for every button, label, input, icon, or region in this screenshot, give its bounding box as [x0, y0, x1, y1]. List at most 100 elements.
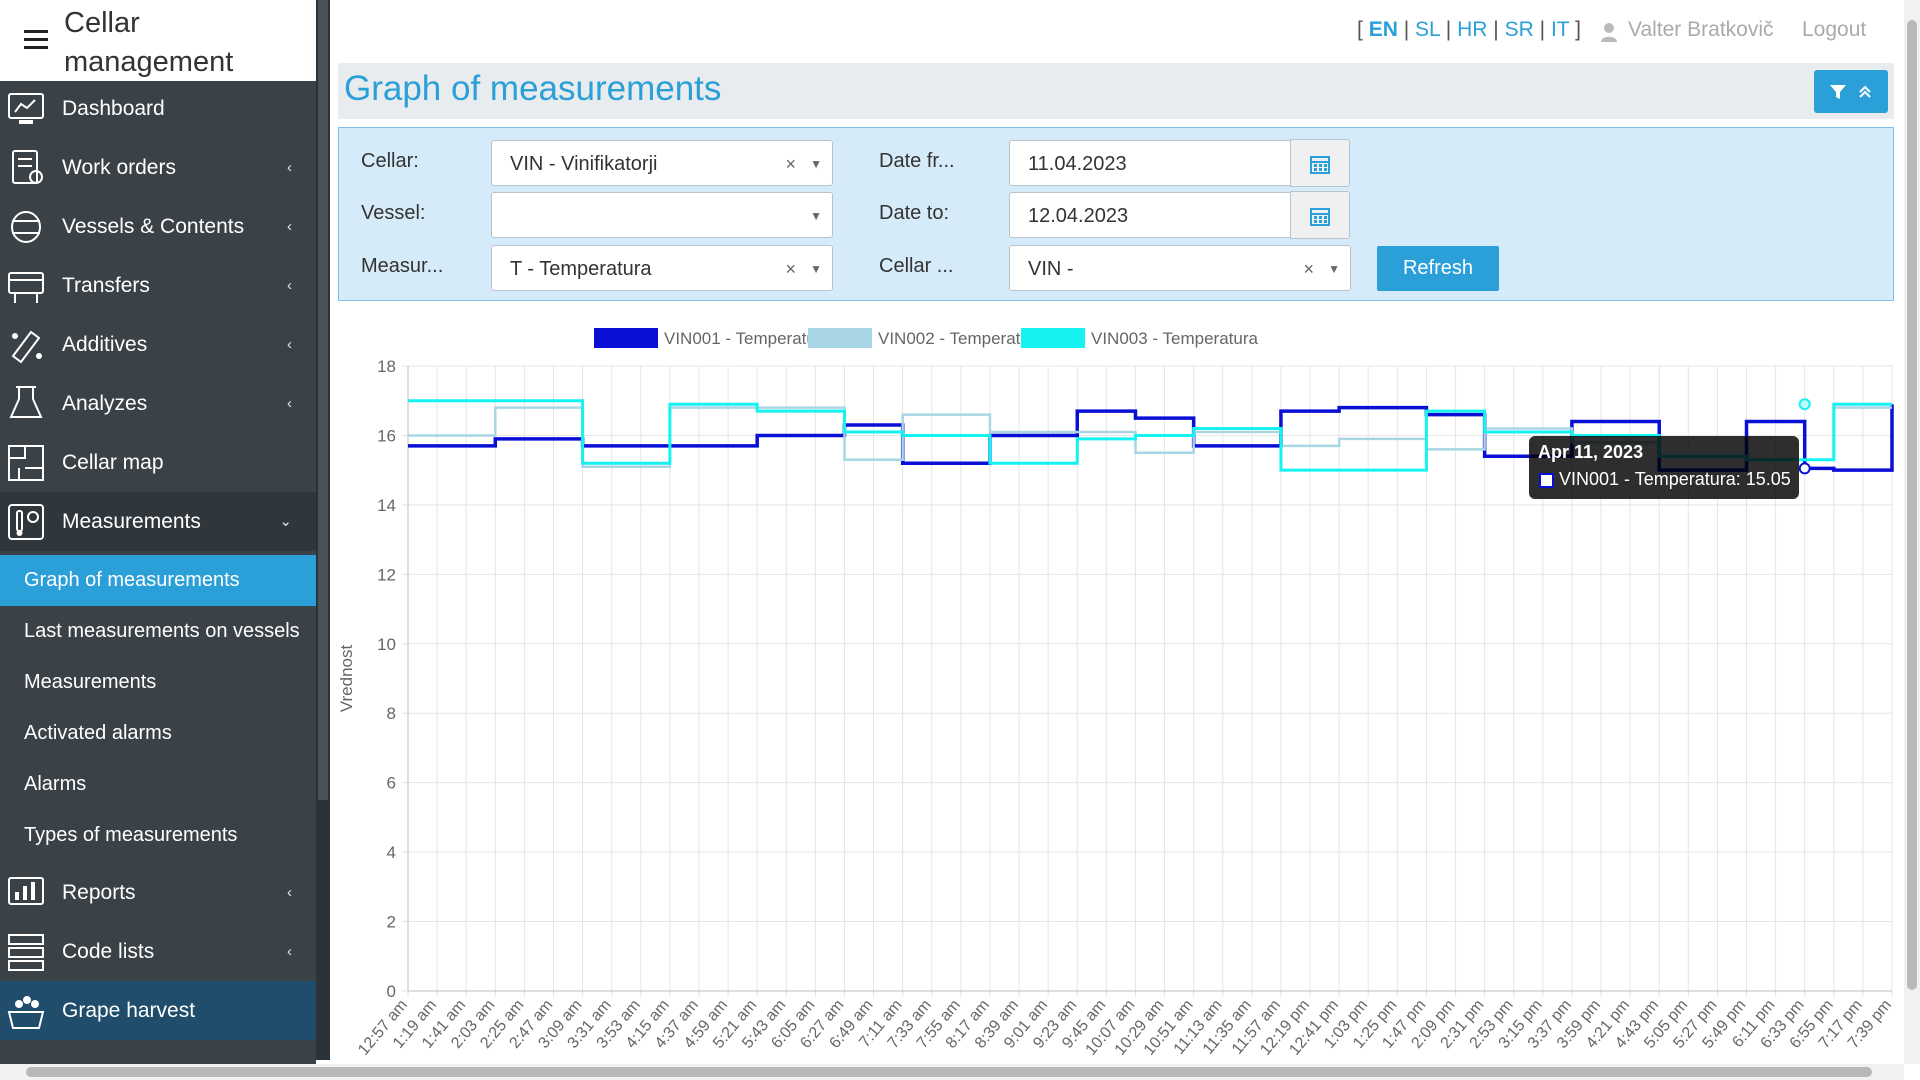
chevron-icon: ‹	[287, 884, 292, 901]
sidebar-item-cellar-map[interactable]: Cellar map	[0, 433, 316, 492]
vessel-dropdown-icon[interactable]: ▼	[810, 209, 822, 223]
submenu-item-label: Graph of measurements	[24, 569, 240, 591]
sidebar-item-analyzes[interactable]: Analyzes ‹	[0, 374, 316, 433]
date-to-label: Date to:	[879, 202, 950, 224]
calendar-icon	[1310, 208, 1330, 226]
y-tick-label: 4	[387, 843, 396, 862]
hover-point-marker[interactable]	[1798, 462, 1811, 475]
sidebar-scrollbar-thumb[interactable]	[318, 0, 328, 800]
submenu-item-label: Measurements	[24, 671, 157, 693]
date-to-calendar-button[interactable]	[1290, 191, 1350, 239]
y-tick-label: 6	[387, 774, 396, 793]
date-to-value: 12.04.2023	[1028, 205, 1129, 227]
legend-label[interactable]: VIN002 - Temperatura	[878, 329, 1045, 348]
language-en-link[interactable]: EN	[1368, 18, 1398, 41]
sidebar-item-grape-harvest[interactable]: Grape harvest	[0, 981, 316, 1040]
sidebar-item-code-lists[interactable]: Code lists ‹	[0, 922, 316, 981]
submenu-item-label: Last measurements on vessels	[24, 620, 300, 642]
tooltip-swatch	[1539, 473, 1554, 488]
legend-swatch	[594, 328, 658, 348]
y-tick-label: 18	[377, 357, 396, 376]
submenu-item-types-of-measurements[interactable]: Types of measurements	[0, 810, 316, 861]
chevron-icon: ‹	[287, 395, 292, 412]
chevron-icon: ‹	[287, 943, 292, 960]
legend-swatch	[808, 328, 872, 348]
sidebar-item-vessels-contents[interactable]: Vessels & Contents ‹	[0, 197, 316, 256]
vessel-select[interactable]: ▼	[491, 192, 833, 238]
y-tick-label: 0	[387, 982, 396, 1001]
chevron-icon: ‹	[287, 336, 292, 353]
submenu-item-measurements[interactable]: Measurements	[0, 657, 316, 708]
y-tick-label: 14	[377, 496, 396, 515]
submenu-item-last-measurements-on-vessels[interactable]: Last measurements on vessels	[0, 606, 316, 657]
sidebar-item-transfers[interactable]: Transfers ‹	[0, 256, 316, 315]
chevron-up-double-icon	[1859, 85, 1871, 98]
cellar2-select[interactable]: VIN - × ▼	[1009, 245, 1351, 291]
measurement-select-value: T - Temperatura	[510, 258, 652, 280]
cellar-map-icon	[8, 445, 44, 481]
sidebar-item-work-orders[interactable]: Work orders ‹	[0, 138, 316, 197]
cellar2-clear-icon[interactable]: ×	[1303, 259, 1314, 279]
chart-tooltip: Apr 11, 2023 VIN001 - Temperatura: 15.05	[1529, 436, 1799, 499]
additives-icon	[11, 330, 42, 364]
reports-icon	[8, 877, 44, 905]
language-sr-link[interactable]: SR	[1504, 18, 1534, 41]
series-line-3[interactable]	[408, 399, 1892, 472]
filter-panel: Cellar: VIN - Vinifikatorji × ▼ Vessel: …	[338, 127, 1894, 301]
measurement-dropdown-icon[interactable]: ▼	[810, 262, 822, 276]
sidebar-item-label: Dashboard	[62, 97, 165, 120]
submenu-item-graph-of-measurements[interactable]: Graph of measurements	[0, 555, 316, 606]
date-from-input[interactable]: 11.04.2023	[1009, 140, 1291, 186]
submenu-item-activated-alarms[interactable]: Activated alarms	[0, 708, 316, 759]
cellar-label: Cellar:	[361, 150, 419, 172]
sidebar-item-dashboard[interactable]: Dashboard	[0, 79, 316, 138]
sidebar-item-label: Grape harvest	[62, 999, 196, 1022]
filter-toggle-button[interactable]	[1814, 70, 1888, 113]
y-tick-label: 10	[377, 635, 396, 654]
date-from-calendar-button[interactable]	[1290, 139, 1350, 187]
chevron-icon: ⌄	[279, 513, 292, 530]
cellar-clear-icon[interactable]: ×	[785, 154, 796, 174]
submenu-item-alarms[interactable]: Alarms	[0, 759, 316, 810]
sidebar-item-measurements[interactable]: Measurements ⌄	[0, 492, 316, 551]
cellar2-dropdown-icon[interactable]: ▼	[1328, 262, 1340, 276]
language-it-link[interactable]: IT	[1550, 18, 1570, 41]
cellar-select[interactable]: VIN - Vinifikatorji × ▼	[491, 140, 833, 186]
y-tick-label: 8	[387, 704, 396, 723]
hover-point-marker[interactable]	[1798, 398, 1811, 411]
language-separator: |	[1445, 18, 1452, 41]
sidebar-item-label: Analyzes	[62, 392, 148, 415]
language-switcher: [ EN | SL | HR | SR | IT ]	[1357, 18, 1581, 42]
work-orders-icon	[12, 150, 43, 184]
date-from-label: Date fr...	[879, 150, 955, 172]
page-vertical-scrollbar-thumb[interactable]	[1907, 20, 1917, 990]
legend-swatch	[1021, 328, 1085, 348]
filter-icon	[1830, 85, 1846, 99]
sidebar-item-reports[interactable]: Reports ‹	[0, 863, 316, 922]
vessels-icon	[11, 211, 41, 243]
page-horizontal-scrollbar-thumb[interactable]	[26, 1067, 1872, 1077]
cellar-select-value: VIN - Vinifikatorji	[510, 153, 658, 175]
y-tick-label: 16	[377, 426, 396, 445]
submenu-item-label: Types of measurements	[24, 824, 238, 846]
logout-link[interactable]: Logout	[1802, 18, 1867, 41]
hamburger-menu-icon[interactable]	[24, 30, 48, 50]
language-sl-link[interactable]: SL	[1415, 18, 1440, 41]
language-hr-link[interactable]: HR	[1457, 18, 1488, 41]
sidebar-item-additives[interactable]: Additives ‹	[0, 315, 316, 374]
refresh-button[interactable]: Refresh	[1377, 246, 1499, 291]
cellar-dropdown-icon[interactable]: ▼	[810, 157, 822, 171]
date-to-input[interactable]: 12.04.2023	[1009, 192, 1291, 238]
page-title: Graph of measurements	[344, 69, 722, 108]
legend-label[interactable]: VIN001 - Temperatura	[664, 329, 831, 348]
language-separator: |	[1493, 18, 1499, 41]
measurement-clear-icon[interactable]: ×	[785, 259, 796, 279]
brand-header: Cellar management	[0, 0, 316, 81]
measurement-select[interactable]: T - Temperatura × ▼	[491, 245, 833, 291]
legend-label[interactable]: VIN003 - Temperatura	[1091, 329, 1258, 348]
sidebar-item-label: Measurements	[62, 510, 201, 533]
chevron-icon: ‹	[287, 277, 292, 294]
sidebar-item-label: Cellar map	[62, 451, 164, 474]
code-lists-icon	[8, 934, 44, 971]
user-name[interactable]: Valter Bratkovič	[1628, 18, 1774, 41]
